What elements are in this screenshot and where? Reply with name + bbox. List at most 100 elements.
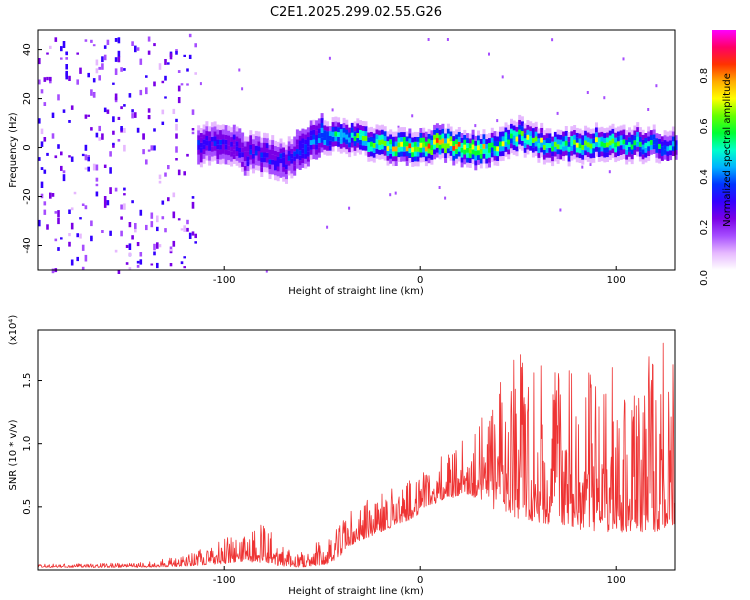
spectrogram-cell	[515, 136, 519, 142]
spectrogram-cell	[578, 158, 582, 163]
spectrogram-cell	[386, 155, 390, 161]
spectrogram-cell	[268, 174, 272, 179]
spectrogram-cell	[526, 149, 530, 155]
spectrogram-cell	[608, 150, 612, 156]
spectrogram-cell	[131, 41, 134, 46]
spectrogram-cell	[457, 156, 461, 162]
spectrogram-cell	[586, 147, 590, 153]
spectrogram-cell	[243, 170, 247, 176]
spectrogram-cell	[246, 136, 250, 142]
spectrogram-cell	[175, 123, 178, 131]
spectrogram-cell	[422, 152, 426, 158]
spectrogram-cell	[392, 141, 395, 147]
spectrogram-cell	[518, 119, 522, 125]
spectrogram-cell	[293, 151, 297, 157]
spectrogram-cell	[435, 142, 439, 148]
spectrogram-cell	[666, 156, 670, 161]
spectrogram-cell	[230, 156, 234, 162]
spectrogram-cell	[430, 135, 434, 141]
spectrogram-cell	[345, 119, 349, 125]
spectrogram-cell	[65, 51, 68, 56]
spectrogram-cell	[520, 126, 524, 132]
spectrogram-cell	[457, 136, 461, 142]
spectrogram-cell	[411, 142, 415, 148]
spectrogram-cell	[136, 260, 140, 264]
spectrogram-cell	[213, 155, 217, 161]
spectrogram-cell	[191, 128, 195, 131]
spectrogram-cell	[243, 141, 247, 147]
spectrogram-cell	[328, 126, 332, 132]
spectrogram-cell	[164, 228, 167, 233]
spectrogram-cell	[466, 162, 470, 168]
spectrogram-cell	[128, 93, 132, 98]
spectrogram-cell	[636, 127, 640, 132]
spectrogram-cell	[433, 144, 437, 150]
spectrogram-cell	[490, 142, 494, 148]
spectrogram-cell	[400, 132, 404, 137]
spectrogram-cell	[636, 151, 640, 157]
spectrogram-cell	[446, 153, 450, 159]
spectrogram-cell	[260, 142, 264, 148]
spectrogram-cell	[348, 206, 351, 210]
spectrogram-cell	[164, 59, 167, 65]
spectrogram-cell	[628, 132, 631, 138]
spectrogram-cell	[131, 109, 134, 113]
spectrogram-cell	[614, 137, 618, 143]
spectrogram-cell	[438, 129, 442, 135]
spectrogram-cell	[597, 152, 601, 157]
spectrogram-cell	[507, 124, 511, 130]
spectrogram-cell	[493, 140, 497, 146]
spectrogram-cell	[241, 152, 245, 158]
spectrogram-cell	[531, 152, 535, 158]
spectrogram-cell	[260, 167, 264, 173]
spectrogram-cell	[603, 142, 607, 148]
spectrogram-cell	[581, 149, 585, 155]
spectrogram-cell	[361, 125, 365, 131]
spectrogram-cell	[263, 167, 266, 173]
spectrogram-cell	[490, 157, 494, 163]
spectrogram-cell	[317, 133, 321, 139]
spectrogram-cell	[617, 141, 620, 147]
spectrogram-cell	[669, 135, 673, 141]
spectrogram-cell	[60, 151, 63, 156]
spectrogram-cell	[542, 159, 546, 165]
spectrogram-cell	[474, 150, 478, 156]
spectrogram-cell	[263, 152, 266, 158]
spectrogram-cell	[312, 119, 316, 125]
spectrogram-cell	[647, 151, 651, 156]
spectrogram-cell	[603, 152, 607, 158]
spectrogram-cell	[556, 154, 560, 159]
spectrogram-cell	[271, 135, 275, 141]
spectrogram-cell	[353, 131, 357, 137]
spectrogram-cell	[298, 155, 302, 161]
spectrogram-cell	[413, 161, 417, 167]
spectrogram-cell	[285, 144, 288, 150]
spectrogram-cell	[408, 133, 412, 139]
spectrogram-cell	[488, 138, 491, 143]
spectrogram-cell	[586, 137, 590, 143]
spectrogram-cell	[282, 171, 286, 177]
spectrogram-cell	[485, 139, 489, 144]
spectrogram-cell	[243, 165, 247, 171]
spectrogram-cell	[103, 45, 107, 49]
spectrogram-cell	[567, 161, 571, 167]
spectrogram-cell	[589, 163, 592, 166]
spectrogram-cell	[581, 130, 585, 136]
spectrogram-cell	[84, 205, 88, 210]
spectrogram-cell	[485, 143, 489, 149]
spectrogram-cell	[188, 54, 192, 59]
spectrogram-cell	[356, 142, 360, 148]
spectrogram-cell	[633, 145, 637, 151]
spectrogram-cell	[120, 216, 123, 220]
spectrogram-cell	[641, 159, 645, 165]
spectrogram-cell	[471, 139, 475, 145]
spectrogram-cell	[424, 161, 428, 167]
spectrogram-cell	[655, 157, 659, 163]
spectrogram-cell	[466, 133, 470, 139]
spectrogram-cell	[586, 156, 590, 162]
spectrogram-cell	[199, 147, 203, 153]
spectrogram-cell	[194, 72, 197, 75]
spectrogram-cell	[641, 129, 645, 135]
spectrogram-cell	[145, 224, 148, 231]
spectrogram-cell	[457, 131, 461, 137]
